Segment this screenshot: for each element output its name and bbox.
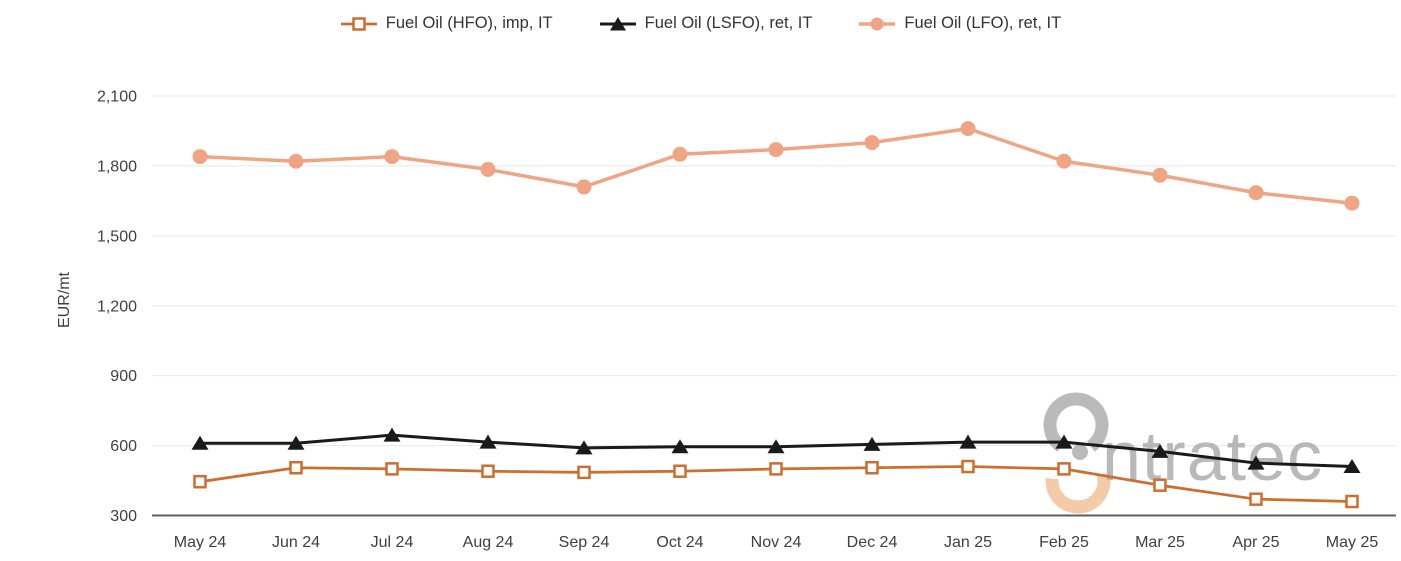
lsfo-triangle-marker-icon	[599, 15, 637, 33]
data-point-lfo-9[interactable]	[1056, 153, 1072, 169]
x-tick-label-nov-24: Nov 24	[751, 534, 802, 551]
data-point-lfo-1[interactable]	[288, 153, 304, 169]
series-lsfo	[191, 427, 1361, 474]
data-point-lfo-12[interactable]	[1344, 195, 1360, 211]
data-point-lsfo-2[interactable]	[383, 427, 401, 442]
x-tick-label-may-24: May 24	[174, 534, 227, 551]
hfo-square-marker-icon	[340, 15, 378, 33]
x-tick-label-may-25: May 25	[1326, 534, 1379, 551]
legend-item-hfo[interactable]: Fuel Oil (HFO), imp, IT	[340, 14, 553, 33]
watermark-logo-gray-arc	[1043, 392, 1109, 452]
legend-marker-hfo	[352, 16, 366, 31]
data-point-lfo-7[interactable]	[864, 135, 880, 151]
data-point-lfo-4[interactable]	[576, 179, 592, 195]
y-tick-label-900: 900	[110, 368, 137, 385]
series-hfo	[193, 459, 1359, 509]
data-point-hfo-7[interactable]	[865, 460, 879, 475]
x-tick-label-apr-25: Apr 25	[1232, 534, 1279, 551]
legend-item-lfo[interactable]: Fuel Oil (LFO), ret, IT	[858, 14, 1061, 33]
data-point-lsfo-4[interactable]	[575, 440, 593, 455]
x-tick-label-jun-24: Jun 24	[272, 534, 320, 551]
data-point-lsfo-7[interactable]	[863, 436, 881, 451]
legend-label-lfo: Fuel Oil (LFO), ret, IT	[904, 14, 1062, 32]
y-tick-label-2100: 2,100	[97, 89, 137, 106]
data-point-lsfo-8[interactable]	[959, 434, 977, 449]
data-point-hfo-1[interactable]	[289, 460, 303, 475]
legend-marker-lsfo	[609, 16, 626, 30]
data-point-lfo-11[interactable]	[1248, 185, 1264, 201]
x-tick-label-mar-25: Mar 25	[1135, 534, 1185, 551]
data-point-hfo-6[interactable]	[769, 462, 783, 476]
data-point-hfo-2[interactable]	[385, 462, 399, 476]
data-point-lfo-6[interactable]	[768, 142, 784, 158]
x-tick-label-dec-24: Dec 24	[847, 534, 898, 551]
data-point-hfo-4[interactable]	[577, 465, 591, 480]
data-point-lsfo-5[interactable]	[671, 439, 689, 454]
x-tick-label-jan-25: Jan 25	[944, 534, 992, 551]
data-point-hfo-12[interactable]	[1345, 494, 1359, 509]
data-point-hfo-10[interactable]	[1153, 478, 1167, 492]
y-tick-label-1500: 1,500	[97, 228, 137, 245]
x-tick-label-sep-24: Sep 24	[559, 534, 610, 551]
x-tick-label-jul-24: Jul 24	[371, 534, 414, 551]
data-point-lfo-5[interactable]	[672, 146, 688, 162]
data-point-lsfo-9[interactable]	[1055, 434, 1073, 449]
data-point-lfo-10[interactable]	[1152, 167, 1168, 183]
y-tick-label-600: 600	[110, 438, 137, 455]
data-point-lsfo-0[interactable]	[191, 435, 209, 450]
lfo-circle-marker-icon	[858, 15, 896, 33]
legend-marker-lfo	[870, 17, 884, 30]
data-point-lsfo-10[interactable]	[1151, 443, 1169, 458]
y-tick-label-1800: 1,800	[97, 158, 137, 175]
x-tick-label-aug-24: Aug 24	[463, 534, 514, 551]
data-point-lfo-8[interactable]	[960, 121, 976, 137]
x-tick-label-oct-24: Oct 24	[656, 534, 703, 551]
watermark-logo-orange-arc	[1045, 472, 1111, 514]
legend-item-lsfo[interactable]: Fuel Oil (LSFO), ret, IT	[599, 14, 813, 33]
data-point-lfo-0[interactable]	[192, 149, 208, 165]
y-tick-label-1200: 1,200	[97, 298, 137, 315]
intratec-watermark: ntratec	[1043, 392, 1323, 514]
data-point-lsfo-12[interactable]	[1343, 459, 1361, 474]
legend-label-hfo: Fuel Oil (HFO), imp, IT	[385, 14, 553, 32]
watermark-logo-dot	[1072, 444, 1088, 460]
data-point-lsfo-11[interactable]	[1247, 455, 1265, 470]
data-point-hfo-5[interactable]	[673, 464, 687, 478]
x-tick-label-feb-25: Feb 25	[1039, 534, 1089, 551]
data-point-lsfo-6[interactable]	[767, 439, 785, 454]
data-point-hfo-3[interactable]	[481, 464, 495, 478]
data-point-hfo-11[interactable]	[1249, 492, 1263, 506]
data-point-lsfo-3[interactable]	[479, 434, 497, 449]
data-point-lsfo-1[interactable]	[287, 435, 305, 450]
data-point-hfo-9[interactable]	[1057, 462, 1071, 476]
data-point-hfo-0[interactable]	[193, 474, 207, 489]
data-point-hfo-8[interactable]	[961, 459, 975, 474]
data-point-lfo-2[interactable]	[384, 149, 400, 165]
series-lfo	[192, 121, 1360, 211]
y-tick-label-300: 300	[110, 508, 137, 525]
legend-label-lsfo: Fuel Oil (LSFO), ret, IT	[644, 14, 813, 32]
chart-legend: Fuel Oil (HFO), imp, IT Fuel Oil (LSFO),…	[0, 14, 1401, 33]
watermark-text: ntratec	[1102, 417, 1323, 495]
data-point-lfo-3[interactable]	[480, 161, 496, 177]
